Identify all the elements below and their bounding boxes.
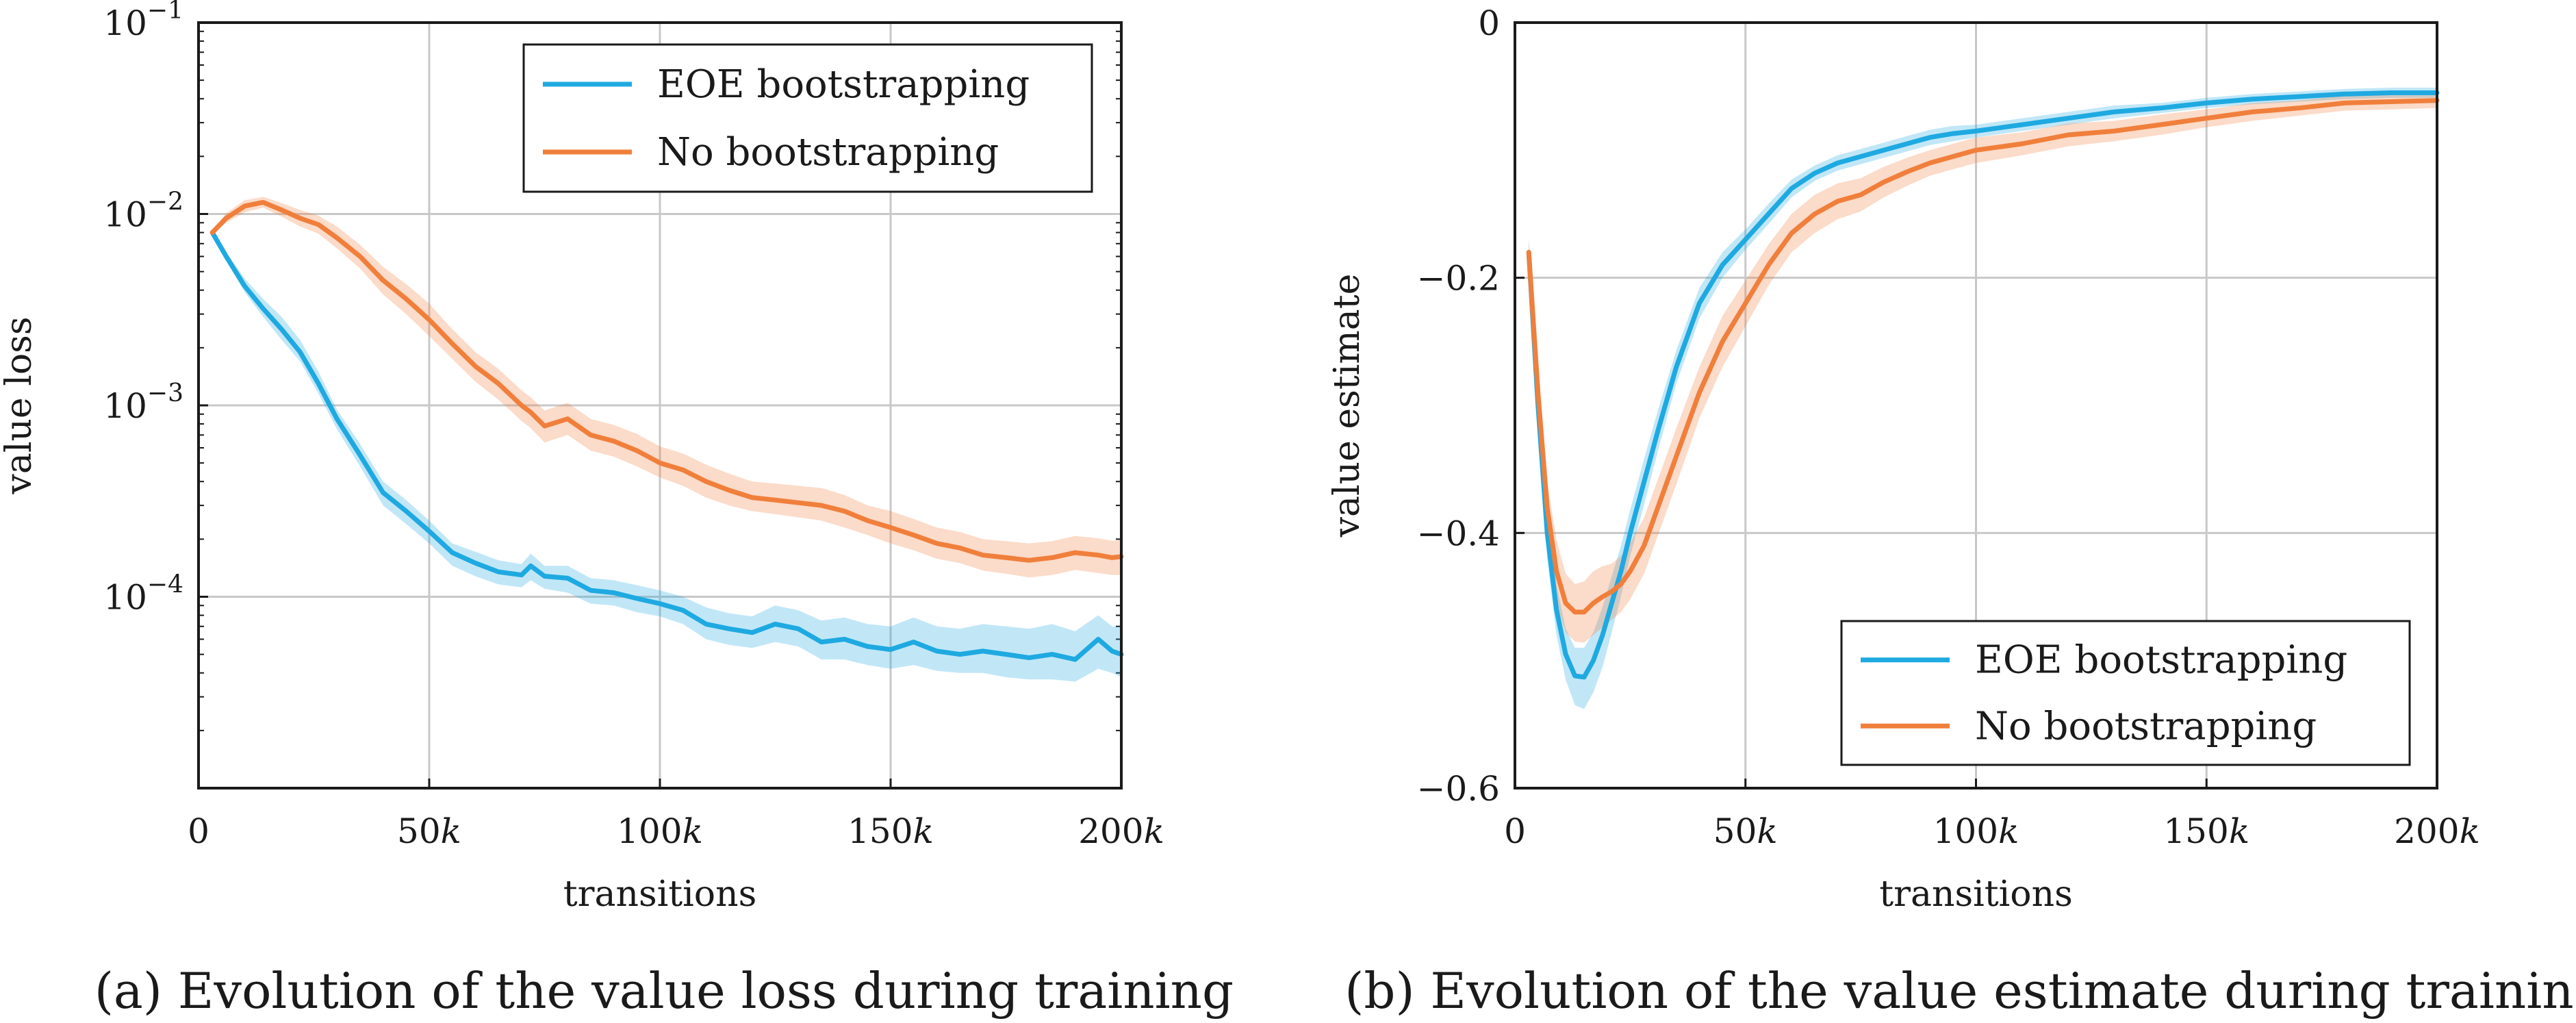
b-x-tick-number-3: 150 [2163,811,2228,851]
panel-a-legend-label-eoe: EOE bootstrapping [657,62,1030,107]
b-y-tick-label-1: −0.2 [1417,259,1500,299]
b-x-tick-number-4: 200 [2394,811,2459,851]
panel-b-y-tick-labels: 0 −0.2 −0.4 −0.6 [1417,3,1500,809]
panel-b-x-tick-labels: 0 50k 100k 150k 200k [1504,811,2480,851]
b-x-tick-suffix-3: k [2229,811,2249,851]
panel-b-legend-label-no-bootstrap: No bootstrapping [1975,704,2317,748]
b-x-tick-number-1: 50 [1713,811,1757,851]
a-line-no-bootstrapping [209,200,1124,563]
b-x-tick-suffix-1: k [1757,811,1777,851]
a-x-tick-number-0: 0 [188,811,209,851]
a-x-tick-label-2: 100k [617,811,703,851]
a-x-tick-number-1: 50 [397,811,441,851]
panel-a-y-tick-labels: 10−110−210−310−4 [103,0,183,618]
a-y-tick-exponent-0: −1 [147,0,183,25]
panel-b-legend-label-eoe: EOE bootstrapping [1975,638,2347,683]
b-x-tick-label-3: 150k [2163,811,2249,851]
panel-b-value-estimate: 0 50k 100k 150k 200k 0−0.2−0.4−0.6 transitio… [1327,3,2576,1020]
a-x-tick-label-1: 50k [397,811,461,851]
panel-a-value-loss: 0 50k 100k 150k 200k 10−110−210−310−4 transi… [0,0,1234,1020]
a-x-tick-label-0: 0 [188,811,209,851]
panel-b-plot-frame [1514,21,2438,790]
b-y-tick-label-3: −0.6 [1417,769,1500,809]
a-band-eoe-bootstrapping [212,230,1122,682]
b-x-tick-label-2: 100k [1933,811,2019,851]
a-y-tick-base-0: 10 [103,3,147,43]
panel-a-x-tick-labels: 0 50k 100k 150k 200k [188,811,1164,851]
panel-a-x-axis-label: transitions [563,874,757,915]
a-x-tick-number-3: 150 [847,811,913,851]
a-y-tick-label-1: 10−2 [103,188,183,235]
a-x-tick-suffix-4: k [1144,811,1164,851]
a-x-tick-label-3: 150k [847,811,934,851]
a-x-tick-label-4: 200k [1078,811,1164,851]
a-y-tick-exponent-2: −3 [147,379,183,407]
panel-a-series-lines [209,200,1124,662]
a-y-tick-base-3: 10 [103,578,147,618]
a-band-no-bootstrapping [212,197,1122,578]
panel-a-plot-frame [197,21,1123,790]
b-y-tick-label-2: −0.4 [1417,514,1500,553]
a-y-tick-label-2: 10−3 [103,379,183,426]
panel-b-caption: (b) Evolution of the value estimate duri… [1344,962,2576,1020]
panel-b-y-axis-label: value estimate [1327,274,1368,538]
b-x-tick-label-4: 200k [2394,811,2480,851]
a-line-eoe-bootstrapping [209,230,1124,662]
a-y-tick-base-2: 10 [103,386,147,426]
a-y-tick-exponent-3: −4 [147,571,183,599]
panel-a-legend-box [522,43,1093,193]
panel-a-confidence-bands [212,197,1122,682]
b-x-tick-number-2: 100 [1933,811,1998,851]
b-x-tick-suffix-2: k [1998,811,2019,851]
panel-a-legend-label-no-bootstrap: No bootstrapping [657,130,999,175]
panel-a-y-axis-label: value loss [0,316,40,494]
a-x-tick-suffix-1: k [441,811,461,851]
a-y-tick-label-0: 10−1 [103,0,183,43]
panel-b-legend: EOE bootstrapping No bootstrapping [1840,620,2411,766]
b-y-tick-label-0: 0 [1478,3,1500,43]
b-line-eoe-bootstrapping [1526,90,2440,680]
a-x-tick-suffix-3: k [913,811,934,851]
b-x-tick-suffix-4: k [2460,811,2480,851]
a-x-tick-suffix-2: k [683,811,703,851]
a-x-tick-number-4: 200 [1078,811,1143,851]
b-band-no-bootstrapping [1529,92,2437,643]
b-x-tick-number-0: 0 [1504,811,1526,851]
a-y-tick-base-1: 10 [103,195,147,235]
panel-a-legend: EOE bootstrapping No bootstrapping [522,43,1093,193]
panel-a-caption: (a) Evolution of the value loss during t… [94,962,1234,1020]
a-y-tick-label-3: 10−4 [103,571,183,618]
b-x-tick-label-0: 0 [1504,811,1526,851]
b-line-no-bootstrapping [1526,98,2440,615]
panel-b-x-axis-label: transitions [1879,874,2073,915]
b-x-tick-label-1: 50k [1713,811,1778,851]
panel-b-legend-box [1840,620,2411,766]
panel-b-series-lines [1526,90,2440,680]
a-y-tick-exponent-1: −2 [147,188,183,216]
a-x-tick-number-2: 100 [617,811,682,851]
